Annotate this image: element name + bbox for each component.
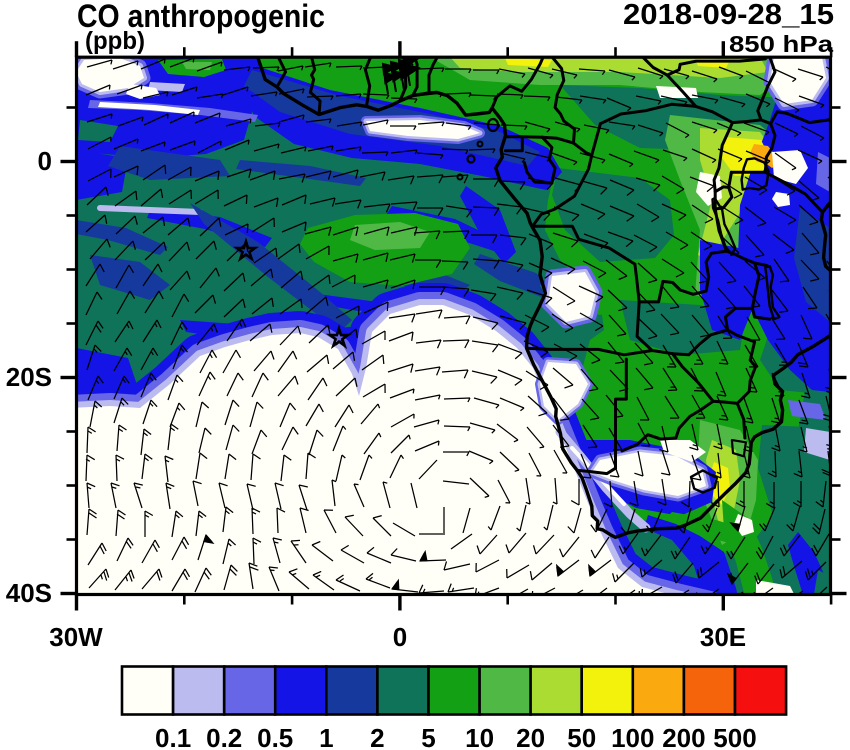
svg-text:2: 2 [370, 723, 384, 750]
svg-text:500: 500 [713, 723, 756, 750]
svg-text:5: 5 [421, 723, 435, 750]
svg-text:100: 100 [611, 723, 654, 750]
svg-text:10: 10 [465, 723, 494, 750]
svg-text:850 hPa: 850 hPa [729, 31, 833, 57]
svg-text:30W: 30W [49, 622, 103, 652]
svg-text:0: 0 [38, 146, 52, 176]
svg-text:CO anthropogenic: CO anthropogenic [77, 0, 325, 34]
svg-text:0.2: 0.2 [206, 723, 242, 750]
svg-text:0.5: 0.5 [257, 723, 293, 750]
svg-text:1: 1 [319, 723, 333, 750]
svg-text:2018-09-28_15: 2018-09-28_15 [623, 0, 834, 31]
svg-text:20S: 20S [6, 362, 52, 392]
svg-text:20: 20 [516, 723, 545, 750]
svg-text:0: 0 [393, 622, 407, 652]
svg-text:30E: 30E [700, 622, 746, 652]
svg-text:50: 50 [567, 723, 596, 750]
svg-text:40S: 40S [6, 578, 52, 608]
svg-text:200: 200 [662, 723, 705, 750]
svg-text:(ppb): (ppb) [85, 27, 145, 55]
svg-text:0.1: 0.1 [155, 723, 191, 750]
